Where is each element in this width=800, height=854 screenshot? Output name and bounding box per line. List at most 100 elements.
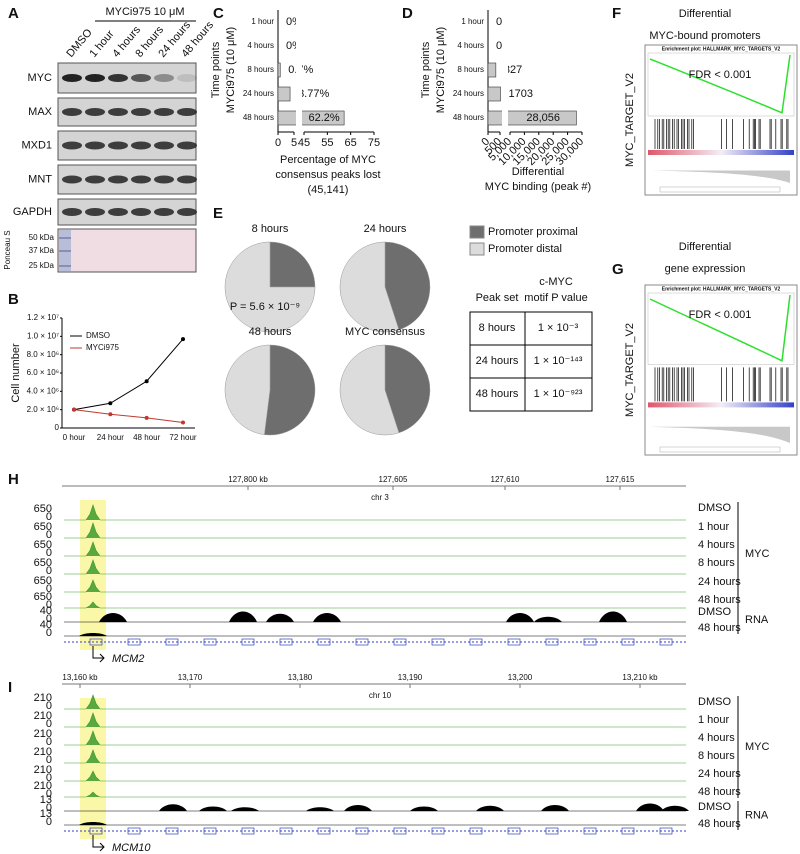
exon: [621, 827, 635, 835]
x-axis-label: Percentage of MYC: [280, 154, 376, 166]
x-tick-label: 65: [345, 137, 357, 149]
y-tick-label: 4.0 × 10⁶: [27, 386, 59, 395]
bar: [487, 62, 497, 78]
table-header: motif P value: [524, 292, 587, 304]
scale-label: 0: [46, 613, 52, 625]
exon: [659, 827, 673, 835]
panel-label: E: [213, 205, 223, 222]
pie-slice: [339, 241, 400, 333]
scale-label: 0: [46, 718, 52, 730]
pie-title: 48 hours: [249, 326, 292, 338]
x-axis-label: MYC binding (peak #): [485, 181, 591, 193]
rna-peak: [229, 611, 257, 622]
band: [85, 141, 105, 150]
exon: [507, 827, 521, 835]
point: [108, 401, 113, 406]
rna-peak: [661, 805, 689, 811]
y-axis-label: MYCi975 (10 μM): [225, 27, 237, 113]
exon: [431, 638, 445, 646]
marker-label: 37 kDa: [29, 246, 55, 255]
category-label: 24 hours: [453, 89, 484, 98]
gsea-box: [644, 284, 798, 456]
track-label: 48 hours: [698, 786, 741, 798]
track-signal: [64, 749, 686, 764]
scale-label: 13: [40, 808, 52, 820]
value-label: 3.77%: [298, 88, 329, 100]
scale-label: 0: [46, 511, 52, 523]
scale-label: 650: [34, 591, 52, 603]
rna-peak: [636, 803, 664, 811]
scale-label: 0: [46, 802, 52, 814]
band: [131, 175, 151, 184]
value-label: 28,056: [526, 112, 560, 124]
exon: [203, 638, 217, 646]
y-tick-label: 6.0 × 10⁶: [27, 368, 59, 377]
scale-label: 40: [40, 619, 52, 631]
exon: [659, 638, 673, 646]
exon: [621, 638, 635, 646]
pie-annotation: P = 5.6 × 10⁻⁹: [230, 301, 300, 313]
gsea-title: Differential: [679, 241, 731, 253]
y-tick-label: 1.0 × 10⁷: [27, 331, 59, 340]
rna-peak: [506, 613, 534, 622]
exon: [431, 827, 445, 835]
panel-label: B: [8, 291, 19, 308]
category-label: 8 hours: [247, 65, 274, 74]
y-axis-label: MYCi975 (10 μM): [435, 27, 447, 113]
scale-label: 0: [46, 736, 52, 748]
track-signal: [64, 559, 686, 575]
rna-peak: [313, 613, 341, 622]
x-tick-label: 5: [291, 137, 297, 149]
gsea-legend-strip: [659, 186, 781, 193]
coord-label: 127,800 kb: [228, 475, 268, 484]
table-header: c-MYC: [539, 276, 573, 288]
table-box: [469, 311, 593, 412]
band: [85, 74, 105, 82]
y-axis-label: Time points: [420, 41, 432, 98]
protein-label: GAPDH: [13, 206, 52, 218]
legend-label: DMSO: [86, 331, 110, 340]
gsea-curve-area: [647, 292, 795, 365]
stain-label: Ponceau S: [3, 230, 12, 269]
protein-label: MYC: [28, 72, 53, 84]
track-label: 8 hours: [698, 557, 735, 569]
y-tick-label: 0: [55, 423, 60, 432]
scale-label: 0: [46, 583, 52, 595]
track-signal: [64, 712, 686, 728]
gsea-plot-title: Enrichment plot: HALLMARK_MYC_TARGETS_V2: [662, 46, 781, 52]
bar: [277, 110, 345, 126]
band: [108, 208, 128, 216]
coord-label: 13,190: [398, 673, 423, 682]
tss-arrow: [92, 646, 105, 663]
exon: [355, 827, 369, 835]
scale-label: 210: [34, 692, 52, 704]
point: [108, 412, 113, 417]
track-signal: [64, 579, 686, 593]
scale-label: 650: [34, 539, 52, 551]
value-label: 0: [496, 16, 502, 28]
x-tick-label: 55: [321, 137, 333, 149]
rna-peak: [534, 616, 562, 622]
gsea-stat: FDR < 0.001: [689, 69, 752, 81]
band: [154, 208, 174, 216]
rna-peak: [199, 806, 227, 811]
gene-name: MCM2: [112, 653, 144, 665]
track-label: 1 hour: [698, 521, 730, 533]
table-header: Peak set: [476, 292, 519, 304]
coord-label: 13,160 kb: [62, 673, 98, 682]
scale-label: 0: [46, 754, 52, 766]
rna-peak: [344, 805, 372, 811]
panel-label: H: [8, 471, 19, 488]
x-tick-label: 45: [298, 137, 310, 149]
marker-label: 25 kDa: [29, 261, 55, 270]
exon: [393, 638, 407, 646]
scale-label: 0: [46, 700, 52, 712]
exon: [469, 827, 483, 835]
rna-label: RNA: [745, 614, 769, 626]
track-signal: [64, 791, 686, 798]
table-cell: 1 × 10⁻⁹²³: [534, 388, 583, 400]
x-axis-label: (45,141): [308, 184, 349, 196]
y-tick-label: 8.0 × 10⁶: [27, 350, 59, 359]
coord-label: 127,615: [606, 475, 635, 484]
